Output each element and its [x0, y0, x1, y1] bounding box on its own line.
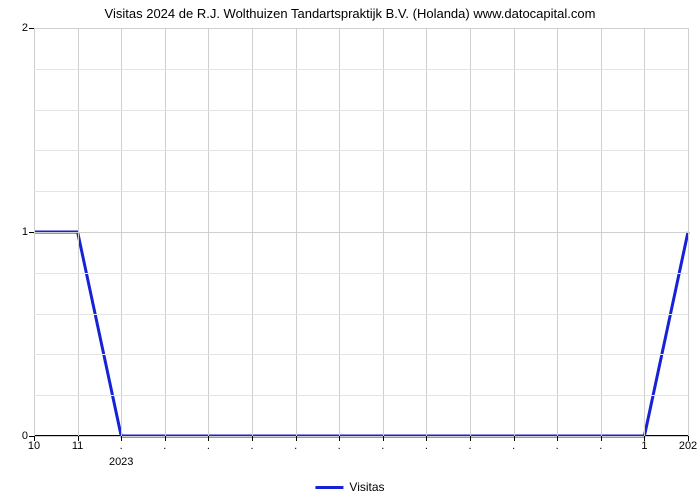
- plot-area: 0121011............12022023: [34, 28, 688, 436]
- x-tick-mark: [34, 436, 35, 441]
- y-tick-mark: [29, 28, 34, 29]
- x-tick-mark: [252, 436, 253, 441]
- x-tick-mark: [165, 436, 166, 441]
- grid-horizontal-minor: [34, 150, 688, 151]
- x-tick-mark: [644, 436, 645, 441]
- x-tick-mark: [601, 436, 602, 441]
- y-tick-mark: [29, 232, 34, 233]
- x-tick-mark: [296, 436, 297, 441]
- grid-horizontal-minor: [34, 273, 688, 274]
- x-tick-mark: [208, 436, 209, 441]
- x-tick-mark: [339, 436, 340, 441]
- x-tick-mark: [688, 436, 689, 441]
- grid-horizontal-minor: [34, 191, 688, 192]
- grid-horizontal-minor: [34, 354, 688, 355]
- chart-title: Visitas 2024 de R.J. Wolthuizen Tandarts…: [0, 6, 700, 21]
- legend-swatch: [315, 486, 343, 489]
- grid-vertical: [688, 28, 689, 436]
- grid-horizontal: [34, 28, 688, 29]
- x-tick-mark: [426, 436, 427, 441]
- grid-horizontal-minor: [34, 314, 688, 315]
- chart-container: { "chart": { "type": "line", "title": "V…: [0, 0, 700, 500]
- x-tick-mark: [78, 436, 79, 441]
- grid-horizontal-minor: [34, 110, 688, 111]
- grid-horizontal-minor: [34, 395, 688, 396]
- x-tick-mark: [514, 436, 515, 441]
- x-tick-mark: [470, 436, 471, 441]
- legend-label: Visitas: [349, 480, 384, 494]
- legend: Visitas: [315, 480, 384, 494]
- grid-horizontal-minor: [34, 69, 688, 70]
- x-subtick-label: 2023: [109, 436, 133, 468]
- x-tick-mark: [557, 436, 558, 441]
- series-line: [34, 232, 688, 436]
- grid-horizontal: [34, 232, 688, 233]
- x-tick-mark: [383, 436, 384, 441]
